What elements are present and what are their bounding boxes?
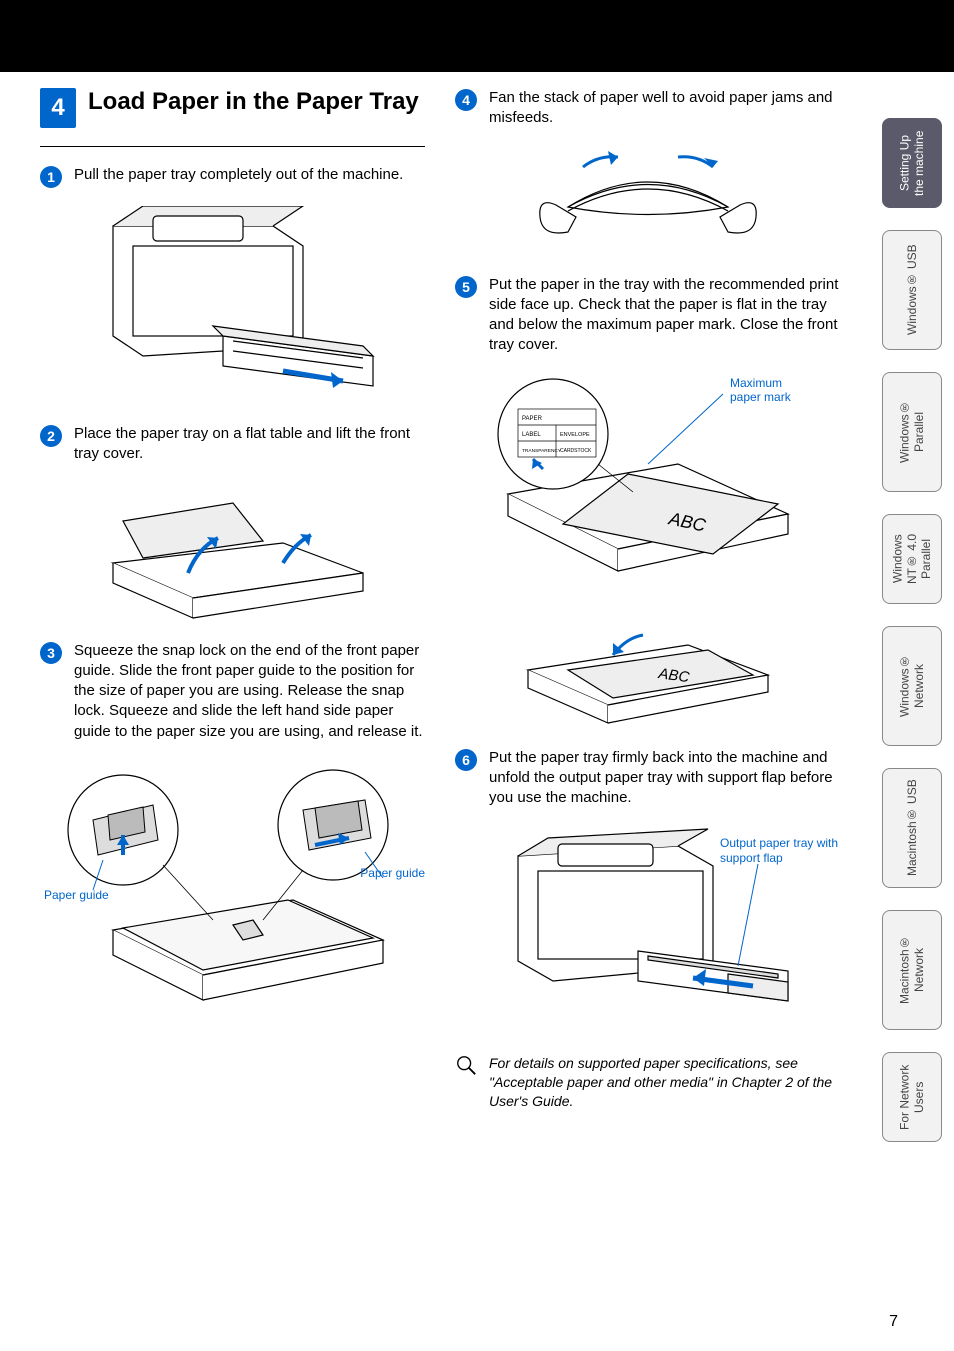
side-tabs: Setting Up the machine Windows® USB Wind… <box>882 118 942 1142</box>
section-header-block: 4 Load Paper in the Paper Tray <box>40 72 425 165</box>
illustration-step-4 <box>455 147 840 257</box>
step-badge-2: 2 <box>40 425 62 447</box>
section-underline <box>40 146 425 147</box>
label-label: LABEL <box>522 432 541 438</box>
step-5: 5 Put the paper in the tray with the rec… <box>455 275 840 356</box>
tab-windows-usb[interactable]: Windows® USB <box>882 230 942 350</box>
callout-paper-guide-left: Paper guide <box>44 888 109 902</box>
illustration-step-2 <box>40 483 425 623</box>
step-badge-6: 6 <box>455 749 477 771</box>
label-envelope: ENVELOPE <box>560 432 590 438</box>
illustration-step-5a: PAPER LABEL ENVELOPE TRANSPARENCY CARDST… <box>455 374 840 594</box>
step-badge-3: 3 <box>40 642 62 664</box>
note-text: For details on supported paper specifica… <box>489 1054 840 1111</box>
callout-max-mark: Maximum paper mark <box>730 376 810 405</box>
section-title: Load Paper in the Paper Tray <box>88 88 425 117</box>
page-number: 7 <box>889 1313 898 1331</box>
step-1-text: Pull the paper tray completely out of th… <box>74 165 425 188</box>
label-card: CARDSTOCK <box>560 448 592 454</box>
note-block: For details on supported paper specifica… <box>455 1054 840 1111</box>
step-4-text: Fan the stack of paper well to avoid pap… <box>489 88 840 129</box>
step-badge-1: 1 <box>40 166 62 188</box>
tab-setting-up[interactable]: Setting Up the machine <box>882 118 942 208</box>
main-content: 4 Load Paper in the Paper Tray 1 Pull th… <box>40 72 840 1311</box>
tab-windows-network[interactable]: Windows® Network <box>882 626 942 746</box>
step-5-text: Put the paper in the tray with the recom… <box>489 275 840 356</box>
right-column: 4 Fan the stack of paper well to avoid p… <box>455 72 840 1311</box>
step-1: 1 Pull the paper tray completely out of … <box>40 165 425 188</box>
step-3: 3 Squeeze the snap lock on the end of th… <box>40 641 425 742</box>
left-column: 4 Load Paper in the Paper Tray 1 Pull th… <box>40 72 425 1311</box>
step-2: 2 Place the paper tray on a flat table a… <box>40 424 425 465</box>
step-badge-4: 4 <box>455 89 477 111</box>
label-paper: PAPER <box>522 416 543 422</box>
top-banner <box>0 0 954 72</box>
tab-windows-nt[interactable]: Windows NT® 4.0 Parallel <box>882 514 942 604</box>
callout-paper-guide-right: Paper guide <box>360 866 425 880</box>
tab-network-users[interactable]: For Network Users <box>882 1052 942 1142</box>
step-3-text: Squeeze the snap lock on the end of the … <box>74 641 425 742</box>
label-trans: TRANSPARENCY <box>522 448 562 454</box>
tab-windows-parallel[interactable]: Windows® Parallel <box>882 372 942 492</box>
callout-output-tray: Output paper tray with support flap <box>720 836 840 865</box>
step-badge-5: 5 <box>455 276 477 298</box>
illustration-step-3: Paper guide Paper guide <box>40 760 425 1020</box>
step-6-text: Put the paper tray firmly back into the … <box>489 748 840 809</box>
section-number: 4 <box>40 88 76 128</box>
illustration-step-6: Output paper tray with support flap <box>455 826 840 1026</box>
magnifier-icon <box>455 1054 477 1076</box>
step-4: 4 Fan the stack of paper well to avoid p… <box>455 88 840 129</box>
illustration-step-1 <box>40 206 425 406</box>
step-2-text: Place the paper tray on a flat table and… <box>74 424 425 465</box>
step-6: 6 Put the paper tray firmly back into th… <box>455 748 840 809</box>
tab-mac-usb[interactable]: Macintosh® USB <box>882 768 942 888</box>
illustration-step-5b: ABC <box>455 620 840 730</box>
tab-mac-network[interactable]: Macintosh® Network <box>882 910 942 1030</box>
